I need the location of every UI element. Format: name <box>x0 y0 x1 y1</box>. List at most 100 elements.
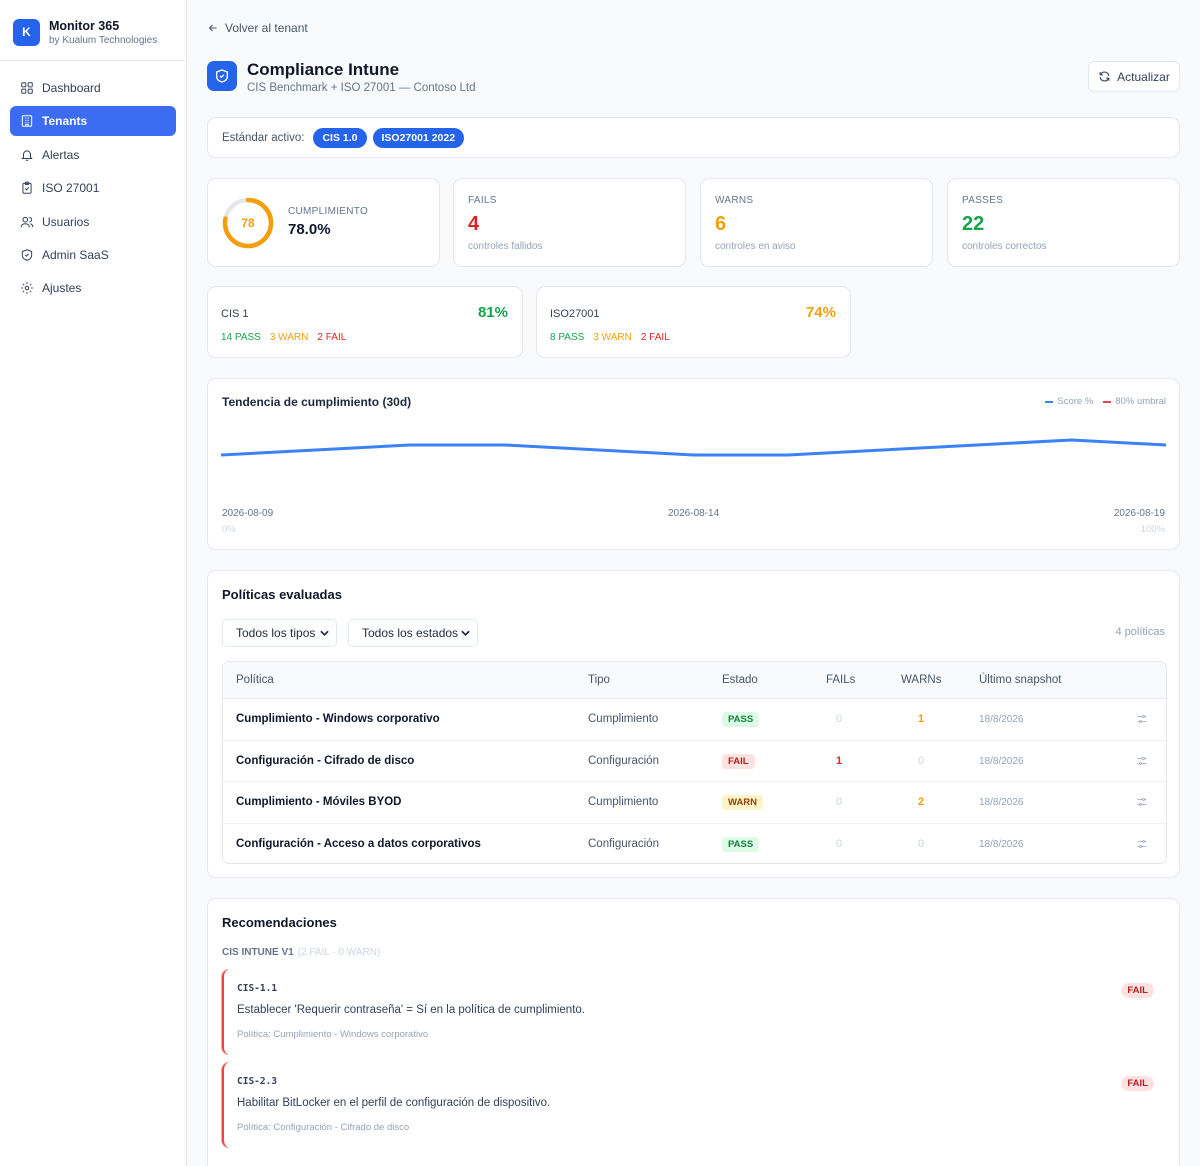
kpi-warns: WARNS 6 controles en aviso <box>700 178 933 267</box>
warns-count: 0 <box>918 837 925 850</box>
policy-type: Cumplimiento <box>588 713 659 725</box>
chevron-down-icon <box>320 630 329 636</box>
clipboard-icon <box>22 181 32 194</box>
status-badge: FAIL <box>1121 983 1154 998</box>
x-tick-label: 2026-08-09 <box>222 508 274 519</box>
kpi-value: 22 <box>962 213 985 235</box>
kpi-compliance: 78 CUMPLIMIENTO 78.0% <box>207 178 440 267</box>
page-title: Compliance Intune <box>247 60 400 79</box>
shield-icon <box>207 61 237 91</box>
standard-chip-iso[interactable]: ISO27001 2022 <box>372 127 465 148</box>
recommendation-item[interactable]: CIS-1.1 Establecer 'Requerir contraseña'… <box>222 969 1167 1055</box>
x-tick-label: 2026-08-19 <box>1113 508 1165 519</box>
warns-count: 0 <box>918 754 925 767</box>
sidebar: K Monitor 365 by Kualum Technologies Das… <box>0 0 187 1166</box>
column-header[interactable]: Estado <box>722 674 758 686</box>
column-header[interactable]: Política <box>236 674 274 686</box>
score-series-line <box>221 438 1166 457</box>
recommendation-policy: Política: Configuración - Cifrado de dis… <box>237 1122 410 1133</box>
pass-count: 8 PASS <box>550 332 585 343</box>
sliders-icon[interactable] <box>1136 755 1148 767</box>
sidebar-item-label: Ajustes <box>42 281 82 296</box>
table-row[interactable]: Cumplimiento - Móviles BYOD Cumplimiento… <box>223 782 1166 824</box>
x-tick-label: 2026-08-14 <box>668 508 720 519</box>
sidebar-item-label: Alertas <box>42 147 80 162</box>
sliders-icon[interactable] <box>1136 796 1148 808</box>
y-max-label: 100% <box>1140 524 1165 535</box>
type-filter-value: Todos los tipos <box>236 626 316 640</box>
standard-percent: 81% <box>477 304 508 321</box>
column-header[interactable]: WARNs <box>901 674 942 686</box>
recommendation-group: CIS INTUNE V1 (2 FAIL · 0 WARN) <box>222 947 381 958</box>
recommendation-id: CIS-2.3 <box>237 1076 278 1087</box>
chevron-down-icon <box>461 630 470 636</box>
kpi-fails: FAILS 4 controles fallidos <box>453 178 686 267</box>
recommendation-item[interactable]: CIS-2.3 Habilitar BitLocker en el perfil… <box>222 1062 1167 1148</box>
arrow-left-icon <box>208 24 217 32</box>
brand-divider <box>0 60 186 61</box>
column-header[interactable]: Tipo <box>588 674 610 686</box>
column-header[interactable]: FAILs <box>826 674 856 686</box>
legend-threshold: 80% umbral <box>1103 396 1166 407</box>
fails-count: 1 <box>836 754 843 767</box>
sidebar-item-dashboard[interactable]: Dashboard <box>10 73 176 103</box>
kpi-label: WARNS <box>715 195 754 206</box>
legend-score: Score % <box>1045 396 1093 407</box>
shield-icon <box>21 249 33 261</box>
type-filter-select[interactable]: Todos los tipos <box>222 619 337 647</box>
kpi-value: 78.0% <box>288 221 331 238</box>
sliders-icon[interactable] <box>1136 838 1148 850</box>
table-row[interactable]: Configuración - Cifrado de disco Configu… <box>223 741 1166 782</box>
status-badge: PASS <box>722 712 760 727</box>
kpi-label: FAILS <box>468 195 497 206</box>
recommendation-text: Establecer 'Requerir contraseña' = Sí en… <box>237 1004 585 1016</box>
recommendation-id: CIS-1.1 <box>237 983 278 994</box>
sidebar-item-iso27001[interactable]: ISO 27001 <box>10 173 176 203</box>
trend-title: Tendencia de cumplimiento (30d) <box>222 395 412 409</box>
standard-score-cis: CIS 1 81% 14 PASS 3 WARN 2 FAIL <box>207 286 523 358</box>
trend-card: Tendencia de cumplimiento (30d) Score % … <box>207 378 1180 550</box>
policy-count: 4 políticas <box>1115 626 1165 638</box>
sidebar-item-label: Usuarios <box>42 214 90 229</box>
policy-name: Configuración - Cifrado de disco <box>236 754 415 767</box>
sliders-icon[interactable] <box>1136 713 1148 725</box>
policies-table: Política Tipo Estado FAILs WARNs Último … <box>222 661 1167 864</box>
standard-percent: 74% <box>805 304 836 321</box>
grid-icon <box>21 82 33 94</box>
gear-icon <box>21 282 33 295</box>
warns-count: 2 <box>918 796 925 808</box>
compliance-ring <box>222 197 274 249</box>
standard-score-iso: ISO27001 74% 8 PASS 3 WARN 2 FAIL <box>536 286 851 358</box>
warns-count: 1 <box>918 713 925 725</box>
refresh-button[interactable]: Actualizar <box>1088 61 1180 92</box>
state-filter-select[interactable]: Todos los estados <box>348 619 478 647</box>
sidebar-item-admin-saas[interactable]: Admin SaaS <box>10 240 176 270</box>
users-icon <box>20 216 34 227</box>
snapshot-date: 18/8/2026 <box>979 755 1024 767</box>
bell-icon <box>21 150 33 161</box>
snapshot-date: 18/8/2026 <box>979 838 1024 850</box>
recommendations-card: Recomendaciones CIS INTUNE V1 (2 FAIL · 0… <box>207 898 1180 1166</box>
sidebar-item-ajustes[interactable]: Ajustes <box>10 273 176 303</box>
column-header[interactable]: Último snapshot <box>979 674 1062 686</box>
building-icon <box>21 115 33 128</box>
status-badge: FAIL <box>1121 1076 1154 1091</box>
section-title: Recomendaciones <box>222 915 337 930</box>
status-badge: FAIL <box>722 753 755 769</box>
fails-count: 0 <box>836 713 843 725</box>
trend-chart <box>221 438 1166 457</box>
sidebar-item-label: Tenants <box>42 114 88 129</box>
sidebar-item-tenants[interactable]: Tenants <box>10 106 176 137</box>
sidebar-item-usuarios[interactable]: Usuarios <box>10 207 176 237</box>
standard-chip-cis[interactable]: CIS 1.0 <box>313 127 367 148</box>
status-badge: WARN <box>722 795 764 810</box>
back-link[interactable]: Volver al tenant <box>207 21 308 35</box>
active-standard-label: Estándar activo: <box>222 131 305 144</box>
table-row[interactable]: Cumplimiento - Windows corporativo Cumpl… <box>223 699 1166 741</box>
sidebar-item-alertas[interactable]: Alertas <box>10 140 176 170</box>
brand-title: Monitor 365 <box>49 18 120 33</box>
y-min-label: 0% <box>222 524 236 535</box>
table-row[interactable]: Configuración - Acceso a datos corporati… <box>223 824 1166 864</box>
standard-name: CIS 1 <box>221 308 249 320</box>
active-standard-bar: Estándar activo: CIS 1.0 ISO27001 2022 <box>207 117 1180 158</box>
